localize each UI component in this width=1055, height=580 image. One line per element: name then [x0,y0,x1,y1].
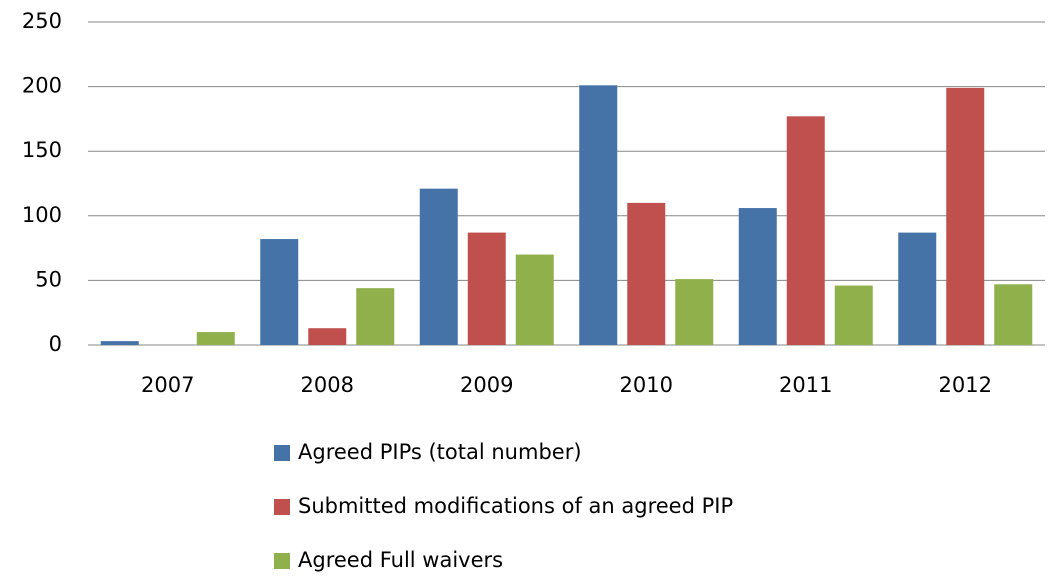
bar [834,285,873,345]
legend-label: Submitted modifications of an agreed PIP [298,494,733,518]
bar [898,232,937,345]
legend-swatch [274,499,290,515]
bar [100,341,139,345]
bar [467,232,506,345]
legend-swatch [274,553,290,569]
legend-label: Agreed PIPs (total number) [298,440,582,464]
x-tick-label: 2011 [779,373,832,397]
bar [738,208,777,345]
x-tick-label: 2012 [939,373,992,397]
y-tick-label: 200 [22,74,62,98]
bar [786,116,825,345]
x-tick-label: 2008 [301,373,354,397]
bar [356,288,395,345]
bar [196,332,235,345]
bar [308,328,347,345]
y-tick-label: 150 [22,138,62,162]
x-tick-label: 2010 [620,373,673,397]
legend-swatch [274,445,290,461]
y-tick-label: 0 [49,332,62,356]
x-tick-label: 2009 [460,373,513,397]
y-tick-label: 250 [22,9,62,33]
legend-label: Agreed Full waivers [298,548,503,572]
bar [994,284,1033,345]
bar [260,239,299,345]
bar [515,254,554,345]
x-tick-label: 2007 [141,373,194,397]
bar [946,87,985,345]
y-tick-label: 100 [22,203,62,227]
bar [675,279,714,345]
y-tick-label: 50 [35,267,62,291]
bar [579,85,618,346]
bar [627,202,666,345]
bar [419,188,458,345]
